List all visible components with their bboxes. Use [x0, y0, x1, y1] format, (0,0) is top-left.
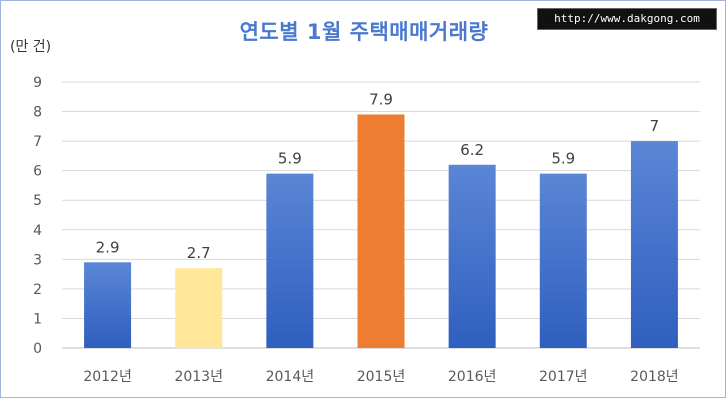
bar-2017년	[539, 173, 587, 348]
bar-2013년	[175, 268, 223, 348]
y-tick-label: 2	[33, 282, 42, 298]
data-label: 7.9	[369, 91, 393, 109]
x-tick-label: 2014년	[266, 369, 315, 385]
x-tick-label: 2018년	[630, 369, 679, 385]
data-label: 7	[650, 117, 660, 135]
watermark-url: http://www.dakgong.com	[537, 8, 717, 30]
bar-2014년	[266, 173, 314, 348]
y-tick-label: 8	[33, 105, 42, 121]
x-tick-label: 2017년	[539, 369, 588, 385]
data-label: 6.2	[460, 141, 484, 159]
y-tick-label: 6	[33, 164, 42, 180]
x-tick-label: 2015년	[357, 369, 406, 385]
y-tick-label: 0	[33, 341, 42, 357]
data-label: 2.9	[96, 238, 120, 256]
x-tick-label: 2012년	[83, 369, 132, 385]
bar-2018년	[630, 141, 678, 348]
data-labels: 2.9 2.7 5.9 7.9 6.2 5.9 7	[96, 91, 660, 263]
bar-2015년	[357, 114, 405, 348]
y-tick-label: 4	[33, 223, 42, 239]
chart-title: 연도별 1월 주택매매거래량	[239, 20, 489, 44]
y-tick-label: 9	[33, 75, 42, 91]
data-label: 5.9	[551, 150, 575, 168]
y-tick-label: 7	[33, 134, 42, 150]
bar-2016년	[448, 164, 496, 348]
bars	[84, 114, 678, 348]
y-tick-label: 1	[33, 311, 42, 327]
x-tick-label: 2016년	[448, 369, 497, 385]
data-label: 2.7	[187, 244, 211, 262]
bar-2012년	[84, 262, 132, 348]
data-label: 5.9	[278, 150, 302, 168]
x-axis-ticks: 2012년 2013년 2014년 2015년 2016년 2017년 2018년	[83, 369, 678, 385]
y-axis-ticks: 0 1 2 3 4 5 6 7 8 9	[33, 75, 42, 357]
x-tick-label: 2013년	[174, 369, 223, 385]
y-tick-label: 5	[33, 193, 42, 209]
y-axis-unit-label: (만 건)	[10, 39, 52, 55]
y-tick-label: 3	[33, 252, 42, 268]
